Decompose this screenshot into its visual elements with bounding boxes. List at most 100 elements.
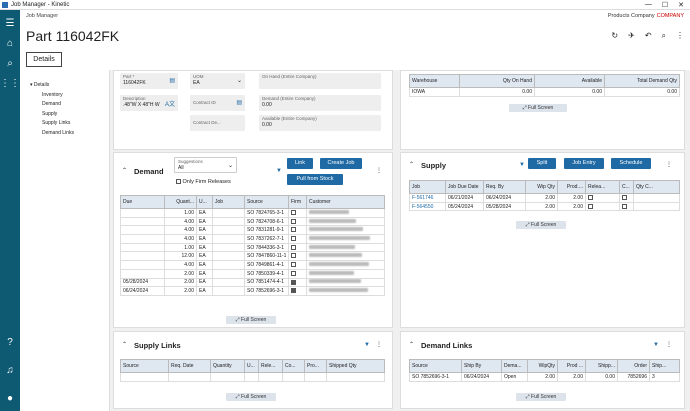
firm-checkbox[interactable]: [288, 286, 307, 296]
schedule-button[interactable]: Schedule: [611, 158, 651, 169]
minimize-button[interactable]: —: [644, 0, 652, 8]
checkbox-icon[interactable]: [291, 253, 296, 259]
apps-grid-icon[interactable]: ⋮⋮: [0, 78, 20, 89]
checkbox-icon[interactable]: [291, 227, 296, 233]
column-header[interactable]: Prod ...: [557, 359, 586, 373]
column-header[interactable]: Co...: [282, 359, 305, 373]
column-header[interactable]: Available: [534, 74, 605, 88]
checkbox-icon[interactable]: [291, 244, 296, 250]
contract-desc-field[interactable]: Contract De...: [190, 115, 245, 131]
nav-demand[interactable]: Demand: [42, 101, 61, 107]
checkbox-icon[interactable]: [291, 270, 296, 276]
column-header[interactable]: WipQty: [527, 359, 558, 373]
search-icon[interactable]: ⌕: [7, 58, 13, 69]
job-link[interactable]: F-564550: [409, 201, 446, 212]
undo-icon[interactable]: ↶: [644, 31, 652, 40]
checkbox-icon[interactable]: [622, 195, 627, 201]
table-row[interactable]: 12.00 EA SO 7847860-11-1: [120, 251, 385, 262]
column-header[interactable]: Quant...: [164, 195, 197, 209]
supply-fullscreen-button[interactable]: ⤢ Full Screen: [516, 221, 566, 229]
table-row[interactable]: 1.00 EA SO 7844336-3-1: [120, 242, 385, 253]
demand-links-fullscreen-button[interactable]: ⤢ Full Screen: [516, 393, 566, 401]
maximize-button[interactable]: ☐: [661, 1, 669, 9]
more-icon[interactable]: ⋮: [676, 31, 684, 40]
suggestions-select[interactable]: Suggestions All ⌄: [174, 157, 237, 173]
column-header[interactable]: Customer: [306, 195, 385, 209]
nav-inventory[interactable]: Inventory: [42, 92, 63, 98]
checkbox-icon[interactable]: [291, 236, 296, 242]
column-header[interactable]: Prod....: [557, 180, 586, 194]
more-icon[interactable]: ⋮: [376, 342, 382, 348]
column-header[interactable]: Job: [212, 195, 245, 209]
more-icon[interactable]: ⋮: [666, 162, 672, 168]
notifications-icon[interactable]: ♫: [6, 365, 14, 376]
firm-checkbox[interactable]: [288, 242, 307, 253]
complete-checkbox[interactable]: [619, 201, 634, 212]
demand-fullscreen-button[interactable]: ⤢ Full Screen: [226, 316, 276, 324]
firm-checkbox[interactable]: [288, 225, 307, 236]
column-header[interactable]: Firm: [288, 195, 307, 209]
table-row[interactable]: SO 7852696-3-1 06/24/2024 Open 2.00 2.00 0.00…: [409, 372, 680, 382]
column-header[interactable]: Req. By: [483, 180, 526, 194]
collapse-icon[interactable]: ⌃: [122, 342, 128, 348]
column-header[interactable]: Relea...: [585, 180, 620, 194]
checkbox-icon[interactable]: [291, 279, 296, 285]
part-field[interactable]: Part * 116042FK ▤: [120, 73, 178, 89]
checkbox-icon[interactable]: [291, 210, 296, 216]
checkbox-icon[interactable]: [588, 195, 593, 201]
table-row[interactable]: 4.00 EA SO 7824708-6-1: [120, 216, 385, 227]
collapse-icon[interactable]: ⌃: [409, 342, 415, 348]
column-header[interactable]: Source: [244, 195, 289, 209]
firm-checkbox[interactable]: [288, 251, 307, 262]
column-header[interactable]: U...: [244, 359, 259, 373]
home-icon[interactable]: ⌂: [6, 38, 14, 49]
column-header[interactable]: Ship By: [461, 359, 502, 373]
column-header[interactable]: Pro...: [304, 359, 327, 373]
warehouse-fullscreen-button[interactable]: ⤢ Full Screen: [509, 104, 567, 112]
chevron-down-icon[interactable]: ⌄: [236, 78, 242, 84]
nav-demand-links[interactable]: Demand Links: [42, 130, 74, 136]
contract-id-field[interactable]: Contract ID ▤: [190, 95, 245, 111]
column-header[interactable]: Job Due Date: [445, 180, 484, 194]
chevron-down-icon[interactable]: ⌄: [227, 163, 233, 169]
column-header[interactable]: Ship...: [649, 359, 680, 373]
column-header[interactable]: Due: [120, 195, 165, 209]
checkbox-icon[interactable]: [291, 262, 296, 268]
released-checkbox[interactable]: [585, 201, 620, 212]
more-icon[interactable]: ⋮: [376, 168, 382, 174]
table-row[interactable]: F-561746 06/21/2024 06/24/2024 2.00 2.00: [409, 193, 680, 203]
column-header[interactable]: Qty C...: [633, 180, 680, 194]
complete-checkbox[interactable]: [619, 193, 634, 203]
description-field[interactable]: Description .48"W X 48"H W A文: [120, 95, 178, 111]
close-button[interactable]: ✕: [678, 1, 684, 9]
breadcrumb[interactable]: Job Manager: [26, 13, 59, 19]
column-header[interactable]: Wip Qty: [525, 180, 558, 194]
firm-checkbox[interactable]: [288, 268, 307, 279]
column-header[interactable]: U...: [196, 195, 213, 209]
refresh-icon[interactable]: ↻: [611, 31, 619, 40]
column-header[interactable]: Qty On Hand: [459, 74, 535, 88]
column-header[interactable]: Total Demand Qty: [604, 74, 680, 88]
table-row[interactable]: 1.00 EA SO 7824765-3-1: [120, 208, 385, 218]
pull-from-stock-button[interactable]: Pull from Stock: [287, 174, 343, 185]
filter-icon[interactable]: ▼: [519, 162, 525, 168]
nav-supply-links[interactable]: Supply Links: [42, 120, 71, 126]
only-firm-checkbox[interactable]: Only Firm Releases: [176, 179, 231, 185]
filter-icon[interactable]: ▼: [276, 168, 282, 174]
create-job-button[interactable]: Create Job: [320, 158, 362, 169]
link-button[interactable]: Link: [287, 158, 313, 169]
job-link[interactable]: F-561746: [409, 193, 446, 203]
table-row[interactable]: F-564550 05/24/2024 05/28/2024 2.00 2.00: [409, 201, 680, 212]
translate-icon[interactable]: A文: [164, 102, 175, 108]
checkbox-icon[interactable]: [622, 203, 627, 209]
column-header[interactable]: Quantity: [210, 359, 245, 373]
firm-checkbox[interactable]: [288, 216, 307, 227]
column-header[interactable]: Order: [617, 359, 650, 373]
split-button[interactable]: Split: [528, 158, 556, 169]
column-header[interactable]: Source: [409, 359, 462, 373]
checkbox-icon[interactable]: [588, 203, 593, 209]
column-header[interactable]: Rele...: [258, 359, 283, 373]
column-header[interactable]: Shipp...: [585, 359, 618, 373]
menu-icon[interactable]: ☰: [5, 18, 15, 29]
part-search-icon[interactable]: ▤: [169, 78, 175, 84]
